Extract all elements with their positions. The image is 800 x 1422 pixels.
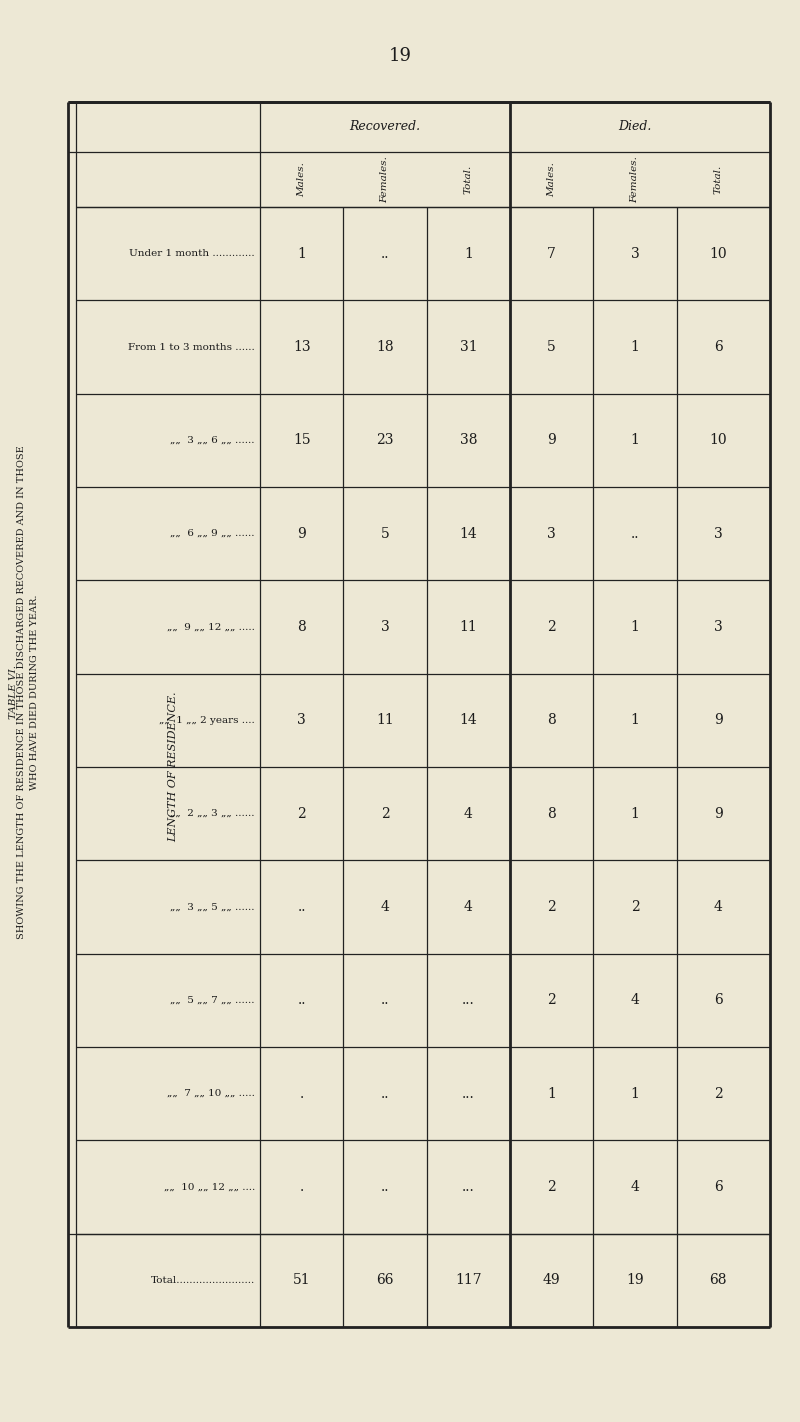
Text: 3: 3 xyxy=(630,246,639,260)
Text: 2: 2 xyxy=(714,1086,722,1101)
Text: 1: 1 xyxy=(630,434,639,448)
Text: 51: 51 xyxy=(293,1273,310,1287)
Text: „„  10 „„ 12 „„ ....: „„ 10 „„ 12 „„ .... xyxy=(164,1183,255,1192)
Text: 23: 23 xyxy=(376,434,394,448)
Text: 13: 13 xyxy=(293,340,310,354)
Text: „„  5 „„ 7 „„ ......: „„ 5 „„ 7 „„ ...... xyxy=(170,995,255,1005)
Text: „„  3 „„ 5 „„ ......: „„ 3 „„ 5 „„ ...... xyxy=(170,903,255,912)
Text: ...: ... xyxy=(462,994,474,1007)
Text: 1: 1 xyxy=(630,340,639,354)
Text: 14: 14 xyxy=(459,714,478,727)
Text: ..: .. xyxy=(381,1180,390,1194)
Text: 10: 10 xyxy=(710,434,727,448)
Text: 2: 2 xyxy=(630,900,639,914)
Text: 1: 1 xyxy=(630,806,639,820)
Text: „„  9 „„ 12 „„ .....: „„ 9 „„ 12 „„ ..... xyxy=(167,623,255,631)
Text: 9: 9 xyxy=(298,526,306,540)
Text: 1: 1 xyxy=(630,1086,639,1101)
Text: 18: 18 xyxy=(376,340,394,354)
Text: Total.: Total. xyxy=(464,165,473,195)
Text: 9: 9 xyxy=(547,434,556,448)
Text: 2: 2 xyxy=(298,806,306,820)
Text: 2: 2 xyxy=(547,1180,556,1194)
Text: 2: 2 xyxy=(547,900,556,914)
Text: Females.: Females. xyxy=(381,156,390,203)
Text: 8: 8 xyxy=(298,620,306,634)
Text: 4: 4 xyxy=(464,806,473,820)
Text: 1: 1 xyxy=(630,620,639,634)
Text: „„  7 „„ 10 „„ .....: „„ 7 „„ 10 „„ ..... xyxy=(167,1089,255,1098)
Text: 3: 3 xyxy=(714,620,722,634)
Text: Total.: Total. xyxy=(714,165,723,195)
Text: Females.: Females. xyxy=(630,156,639,203)
Text: 1: 1 xyxy=(298,246,306,260)
Text: 3: 3 xyxy=(714,526,722,540)
Text: 7: 7 xyxy=(547,246,556,260)
Text: Males.: Males. xyxy=(547,162,556,196)
Text: .: . xyxy=(299,1086,304,1101)
Text: 4: 4 xyxy=(630,994,639,1007)
Text: 6: 6 xyxy=(714,1180,722,1194)
Text: ..: .. xyxy=(298,900,306,914)
Text: 8: 8 xyxy=(547,714,556,727)
Text: 10: 10 xyxy=(710,246,727,260)
Text: ..: .. xyxy=(630,526,639,540)
Text: ..: .. xyxy=(381,1086,390,1101)
Text: 6: 6 xyxy=(714,994,722,1007)
Text: 4: 4 xyxy=(381,900,390,914)
Text: 2: 2 xyxy=(547,620,556,634)
Text: 2: 2 xyxy=(381,806,390,820)
Text: 68: 68 xyxy=(710,1273,727,1287)
Text: 66: 66 xyxy=(376,1273,394,1287)
Text: 5: 5 xyxy=(381,526,390,540)
Text: 4: 4 xyxy=(630,1180,639,1194)
Text: 9: 9 xyxy=(714,714,722,727)
Text: 9: 9 xyxy=(714,806,722,820)
Text: 6: 6 xyxy=(714,340,722,354)
Text: 4: 4 xyxy=(714,900,722,914)
Text: Under 1 month .............: Under 1 month ............. xyxy=(130,249,255,259)
Text: 11: 11 xyxy=(459,620,478,634)
Text: 3: 3 xyxy=(298,714,306,727)
Text: 19: 19 xyxy=(389,47,411,65)
Text: ..: .. xyxy=(381,994,390,1007)
Text: Males.: Males. xyxy=(297,162,306,196)
Text: „„  6 „„ 9 „„ ......: „„ 6 „„ 9 „„ ...... xyxy=(170,529,255,538)
Text: 31: 31 xyxy=(459,340,477,354)
Text: 1: 1 xyxy=(630,714,639,727)
Text: „„  1 „„ 2 years ....: „„ 1 „„ 2 years .... xyxy=(159,715,255,725)
Text: 3: 3 xyxy=(381,620,390,634)
Text: 8: 8 xyxy=(547,806,556,820)
Text: 11: 11 xyxy=(376,714,394,727)
Text: From 1 to 3 months ......: From 1 to 3 months ...... xyxy=(128,343,255,351)
Text: Total........................: Total........................ xyxy=(150,1276,255,1285)
Text: ..: .. xyxy=(381,246,390,260)
Text: 1: 1 xyxy=(464,246,473,260)
Text: „„  3 „„ 6 „„ ......: „„ 3 „„ 6 „„ ...... xyxy=(170,435,255,445)
Text: 4: 4 xyxy=(464,900,473,914)
Text: 38: 38 xyxy=(459,434,477,448)
Text: „„  2 „„ 3 „„ ......: „„ 2 „„ 3 „„ ...... xyxy=(170,809,255,818)
Text: 49: 49 xyxy=(543,1273,561,1287)
Text: .: . xyxy=(299,1180,304,1194)
Text: 19: 19 xyxy=(626,1273,644,1287)
Text: 5: 5 xyxy=(547,340,556,354)
Text: 14: 14 xyxy=(459,526,478,540)
Text: 3: 3 xyxy=(547,526,556,540)
Text: ...: ... xyxy=(462,1086,474,1101)
Text: 117: 117 xyxy=(455,1273,482,1287)
Text: 2: 2 xyxy=(547,994,556,1007)
Text: 15: 15 xyxy=(293,434,310,448)
Text: 1: 1 xyxy=(547,1086,556,1101)
Text: Recovered.: Recovered. xyxy=(350,121,421,134)
Text: ..: .. xyxy=(298,994,306,1007)
Text: TABLE VI.: TABLE VI. xyxy=(10,665,18,720)
Text: SHOWING THE LENGTH OF RESIDENCE IN THOSE DISCHARGED RECOVERED AND IN THOSE
WHO H: SHOWING THE LENGTH OF RESIDENCE IN THOSE… xyxy=(17,445,39,939)
Text: ...: ... xyxy=(462,1180,474,1194)
Text: Died.: Died. xyxy=(618,121,652,134)
Text: LENGTH OF RESIDENCE.: LENGTH OF RESIDENCE. xyxy=(168,691,178,842)
